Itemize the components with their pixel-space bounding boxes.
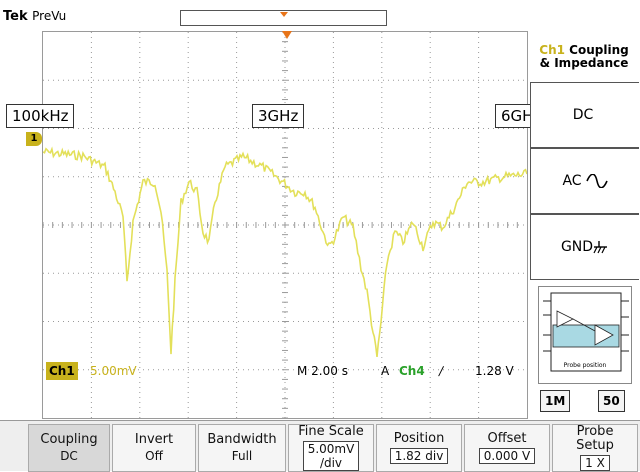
side-menu-title: Ch1 Coupling & Impedance [539, 43, 629, 70]
probe-circuit-icon: Probe position [543, 292, 629, 372]
impedance-1m-button[interactable]: 1M [540, 390, 571, 412]
trigger-level-readout: 1.28 V [475, 364, 514, 378]
ground-icon [593, 241, 608, 254]
status-bar: Tek PreVu [0, 0, 640, 28]
freq-label-mid: 3GHz [252, 104, 305, 128]
trigger-source-readout: Ch4 [399, 364, 425, 378]
invert-menu-button[interactable]: Invert Off [112, 424, 196, 472]
ch1-volts-per-div: 5.00mV [90, 364, 137, 378]
offset-menu-button[interactable]: Offset 0.000 V [464, 424, 550, 472]
ch1-ground-marker[interactable]: 1 [26, 132, 42, 146]
timebase-readout: M 2.00 s [297, 364, 348, 378]
trigger-position-marker [280, 12, 288, 17]
ch1-trace [43, 146, 527, 357]
impedance-50-button[interactable]: 50 [598, 390, 625, 412]
waveform-display [42, 31, 528, 419]
bandwidth-menu-button[interactable]: Bandwidth Full [198, 424, 286, 472]
probe-caption: Probe position [564, 362, 607, 369]
position-menu-button[interactable]: Position 1.82 div [376, 424, 462, 472]
record-view-bar [180, 10, 387, 26]
trigger-slope-icon: ∕ [439, 364, 444, 378]
brand-logo: Tek PreVu [3, 9, 67, 24]
graticule [43, 32, 527, 418]
trigger-time-arrow [282, 31, 292, 39]
coupling-ac-button[interactable]: AC [530, 148, 639, 214]
acquisition-mode: PreVu [32, 9, 67, 23]
freq-label-start: 100kHz [6, 104, 75, 128]
coupling-dc-button[interactable]: DC [530, 82, 639, 148]
ac-wave-icon [585, 174, 608, 188]
bottom-menu-bar: Coupling DC Invert Off Bandwidth Full Fi… [0, 420, 640, 472]
coupling-menu-button[interactable]: Coupling DC [28, 424, 110, 472]
coupling-gnd-button[interactable]: GND [530, 214, 639, 280]
trigger-mode-readout: A [381, 364, 390, 378]
ch1-readout-badge[interactable]: Ch1 [46, 362, 78, 380]
probe-position-diagram: Probe position [538, 286, 632, 384]
probe-setup-menu-button[interactable]: Probe Setup 1 X [552, 424, 638, 472]
fine-scale-menu-button[interactable]: Fine Scale 5.00mV/div [288, 424, 374, 472]
